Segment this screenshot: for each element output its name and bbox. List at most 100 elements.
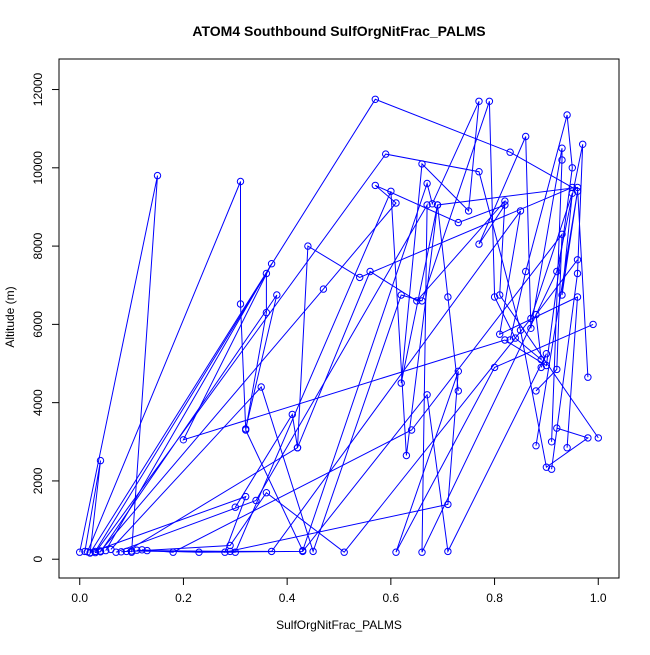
data-point bbox=[86, 548, 94, 557]
data-point bbox=[490, 363, 499, 372]
data-point bbox=[267, 260, 276, 268]
data-point bbox=[397, 291, 405, 299]
series-line bbox=[87, 153, 590, 554]
data-point bbox=[117, 548, 125, 556]
data-point bbox=[418, 548, 426, 556]
series-line bbox=[84, 98, 574, 554]
data-point bbox=[309, 547, 317, 556]
data-point bbox=[262, 308, 271, 317]
data-point bbox=[257, 383, 265, 391]
data-point bbox=[418, 160, 426, 168]
data-point bbox=[568, 189, 576, 198]
data-point bbox=[558, 291, 566, 299]
data-point bbox=[267, 547, 276, 556]
series-line bbox=[136, 353, 547, 554]
y-tick-label: 8000 bbox=[31, 232, 45, 259]
plot-area bbox=[76, 95, 602, 557]
y-tick-label: 4000 bbox=[31, 389, 45, 416]
data-point bbox=[573, 269, 582, 278]
data-point bbox=[522, 267, 530, 276]
data-point bbox=[444, 547, 452, 556]
series-line bbox=[100, 136, 563, 552]
data-point bbox=[584, 373, 592, 381]
y-tick-label: 6000 bbox=[31, 311, 45, 338]
data-point bbox=[454, 367, 462, 375]
data-point bbox=[475, 168, 483, 176]
data-point bbox=[319, 285, 328, 293]
data-point bbox=[242, 492, 250, 501]
data-point bbox=[138, 546, 146, 554]
data-point bbox=[76, 548, 84, 556]
x-axis-label: SulfOrgNitFrac_PALMS bbox=[276, 618, 402, 632]
series-line bbox=[105, 114, 573, 551]
data-point bbox=[454, 218, 462, 227]
data-point bbox=[542, 463, 551, 471]
chart-title: ATOM4 Southbound SulfOrgNitFrac_PALMS bbox=[192, 23, 485, 39]
data-point bbox=[242, 426, 250, 434]
data-point bbox=[573, 183, 582, 192]
series-line bbox=[94, 101, 480, 552]
data-point bbox=[262, 269, 271, 278]
data-point bbox=[392, 199, 400, 207]
data-point bbox=[112, 548, 120, 556]
y-tick-label: 10000 bbox=[31, 151, 45, 185]
data-point bbox=[464, 207, 473, 215]
data-point bbox=[392, 548, 400, 556]
data-point bbox=[532, 387, 540, 395]
data-point bbox=[371, 181, 379, 190]
data-point bbox=[563, 444, 571, 452]
data-point bbox=[506, 148, 514, 156]
data-point bbox=[143, 546, 151, 555]
series-line bbox=[110, 101, 578, 553]
x-tick-label: 1.0 bbox=[590, 591, 607, 605]
axes: 0.0 0.2 0.4 0.6 0.8 1.0 0 2000 4000 6000 8000 10000… bbox=[31, 72, 607, 605]
data-point bbox=[444, 500, 452, 509]
data-point bbox=[573, 293, 582, 301]
data-point bbox=[584, 434, 592, 442]
series-line bbox=[89, 323, 594, 554]
data-point bbox=[558, 156, 566, 164]
data-point bbox=[366, 267, 374, 276]
data-point bbox=[496, 291, 504, 299]
data-point bbox=[293, 444, 302, 452]
series-line bbox=[141, 232, 563, 553]
data-point bbox=[273, 291, 281, 299]
data-point bbox=[428, 200, 436, 208]
y-tick-label: 12000 bbox=[31, 72, 45, 106]
data-point bbox=[579, 140, 587, 149]
data-point bbox=[532, 310, 540, 319]
x-tick-label: 0.0 bbox=[71, 591, 88, 605]
data-point bbox=[475, 97, 483, 106]
data-point bbox=[382, 150, 390, 158]
data-point bbox=[568, 164, 576, 172]
data-point bbox=[558, 230, 566, 239]
data-point bbox=[589, 320, 597, 329]
data-point bbox=[444, 293, 452, 301]
data-point bbox=[133, 546, 141, 554]
data-point bbox=[288, 410, 296, 419]
data-point bbox=[127, 547, 136, 555]
data-point bbox=[169, 548, 177, 556]
data-point bbox=[553, 267, 561, 276]
data-point bbox=[423, 201, 431, 209]
data-point bbox=[122, 547, 131, 556]
data-point bbox=[485, 97, 494, 106]
data-point bbox=[407, 426, 416, 434]
data-point bbox=[454, 387, 462, 395]
data-point bbox=[475, 240, 483, 248]
data-point bbox=[299, 547, 307, 556]
data-point bbox=[387, 187, 395, 196]
data-point bbox=[221, 548, 229, 556]
data-point bbox=[96, 456, 105, 465]
data-point bbox=[236, 177, 245, 186]
data-point bbox=[402, 451, 411, 460]
series-line bbox=[126, 199, 599, 552]
data-point bbox=[423, 179, 431, 188]
data-point bbox=[356, 273, 364, 282]
y-tick-label: 2000 bbox=[31, 467, 45, 494]
data-point bbox=[195, 548, 203, 556]
data-point bbox=[262, 489, 271, 497]
data-point bbox=[397, 379, 405, 387]
data-point bbox=[537, 363, 545, 372]
data-point bbox=[433, 201, 442, 209]
